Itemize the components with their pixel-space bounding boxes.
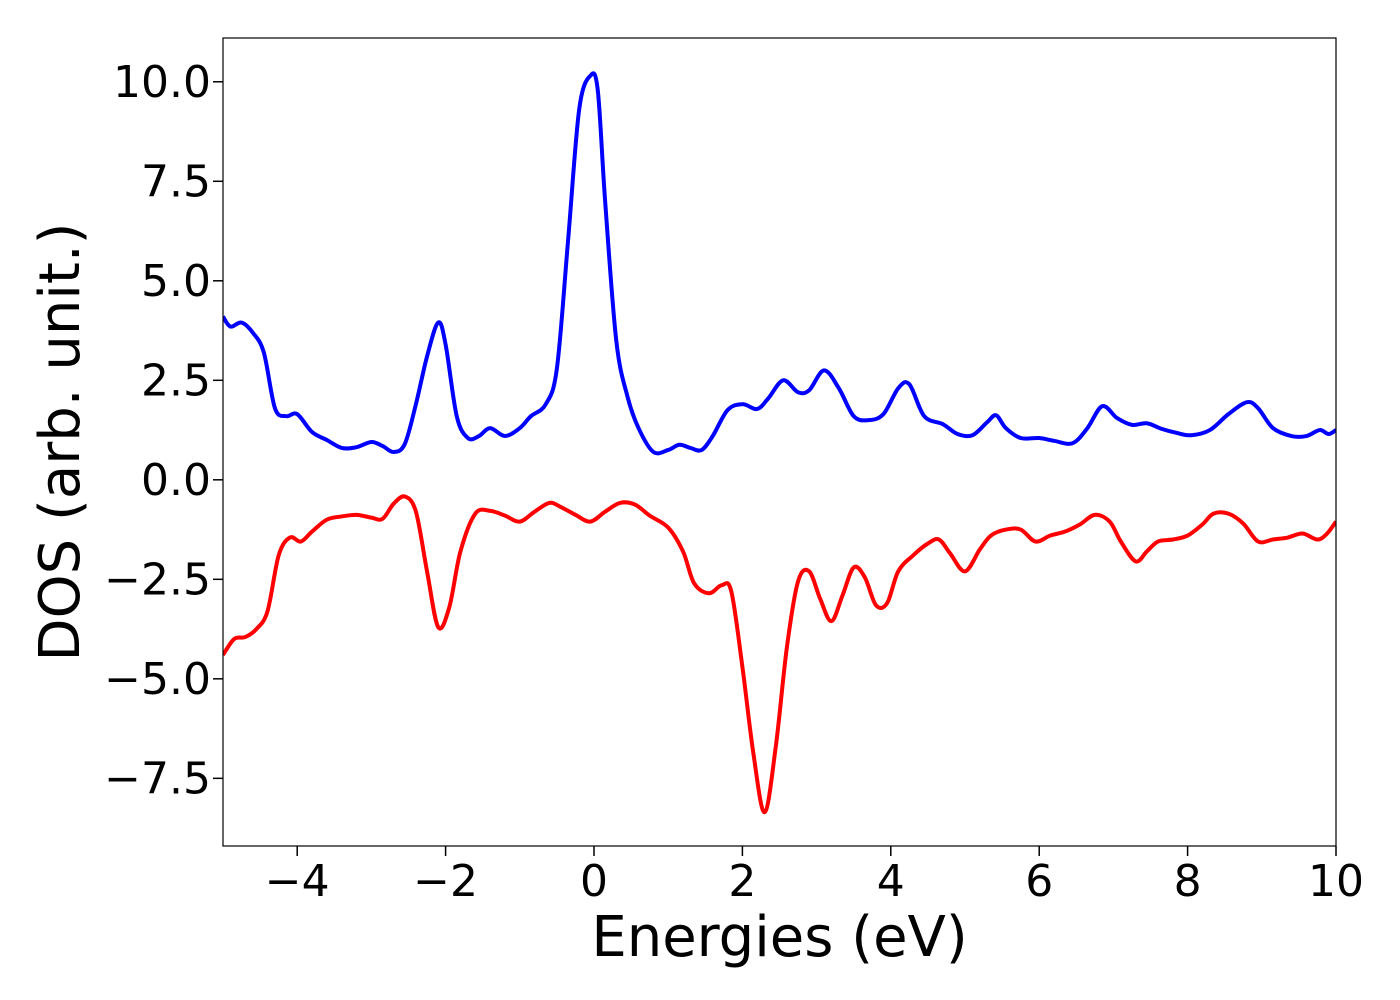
x-tick-label: 2 <box>728 856 756 907</box>
x-axis-label: Energies (eV) <box>591 905 967 970</box>
y-axis-label: DOS (arb. unit.) <box>28 222 93 661</box>
y-tick-label: −5.0 <box>104 654 211 705</box>
series-line-red <box>223 494 1336 815</box>
y-tick-label: 10.0 <box>113 57 211 108</box>
x-tick-label: 10 <box>1308 856 1364 907</box>
y-tick-label: 0.0 <box>141 455 211 506</box>
x-tick-label: 8 <box>1174 856 1202 907</box>
x-ticks: −4 −2 0 2 4 6 8 10 <box>265 846 1364 907</box>
x-tick-label: −4 <box>265 856 330 907</box>
y-tick-label: 7.5 <box>141 156 211 207</box>
x-tick-label: −2 <box>413 856 478 907</box>
x-tick-label: 4 <box>877 856 905 907</box>
y-tick-label: 5.0 <box>141 256 211 307</box>
y-tick-label: −7.5 <box>104 753 211 804</box>
x-tick-label: 0 <box>580 856 608 907</box>
x-tick-label: 6 <box>1025 856 1053 907</box>
y-ticks: 10.0 7.5 5.0 2.5 0.0 −2.5 −5.0 −7.5 <box>104 57 223 804</box>
y-tick-label: −2.5 <box>104 554 211 605</box>
y-tick-label: 2.5 <box>141 355 211 406</box>
series-layer <box>223 71 1336 815</box>
series-line-blue <box>223 71 1336 456</box>
plot-frame <box>222 37 1337 847</box>
